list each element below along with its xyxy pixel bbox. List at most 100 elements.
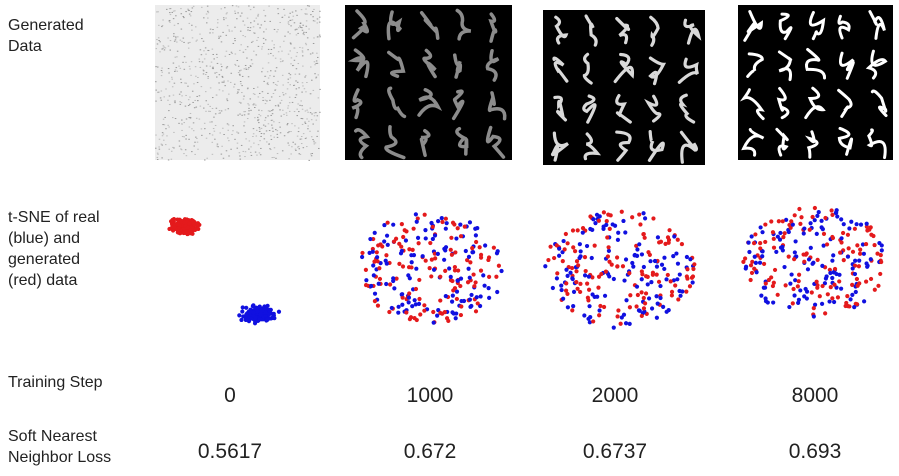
noise-speck xyxy=(306,44,308,45)
tsne-point xyxy=(496,249,500,253)
noise-speck xyxy=(244,156,246,157)
noise-speck xyxy=(302,109,304,110)
noise-speck xyxy=(232,5,234,6)
tsne-point xyxy=(431,237,435,241)
noise-speck xyxy=(209,32,211,33)
noise-speck xyxy=(228,29,230,30)
noise-speck xyxy=(220,64,222,65)
noise-speck xyxy=(295,74,297,75)
noise-speck xyxy=(279,109,281,110)
tsne-point xyxy=(747,250,751,254)
noise-speck xyxy=(298,27,300,28)
noise-speck xyxy=(212,67,214,68)
tsne-point xyxy=(410,260,414,264)
noise-speck xyxy=(221,110,223,111)
noise-speck xyxy=(312,124,314,125)
tsne-point xyxy=(397,262,401,266)
noise-speck xyxy=(199,59,201,60)
noise-speck xyxy=(245,49,247,50)
tsne-point xyxy=(816,258,820,262)
tsne-point xyxy=(642,296,646,300)
noise-speck xyxy=(303,33,305,34)
noise-speck xyxy=(277,130,279,131)
tsne-point xyxy=(832,300,836,304)
tsne-point xyxy=(408,317,412,321)
noise-speck xyxy=(192,37,194,38)
tsne-point xyxy=(659,240,663,244)
tsne-point xyxy=(806,267,810,271)
noise-speck xyxy=(161,144,163,145)
tsne-point xyxy=(431,310,435,314)
tsne-point xyxy=(830,276,834,280)
noise-speck xyxy=(290,153,292,154)
tsne-point xyxy=(244,306,248,310)
tsne-point xyxy=(583,255,587,259)
noise-speck xyxy=(271,49,273,50)
noise-speck xyxy=(284,15,286,16)
tsne-point xyxy=(822,232,826,236)
noise-speck xyxy=(283,94,285,95)
noise-speck xyxy=(227,80,229,81)
noise-speck xyxy=(237,60,239,61)
noise-speck xyxy=(254,103,256,104)
tsne-point xyxy=(615,264,619,268)
noise-speck xyxy=(270,115,272,116)
tsne-point xyxy=(858,252,862,256)
tsne-point xyxy=(492,246,496,250)
tsne-point xyxy=(172,225,176,229)
noise-speck xyxy=(319,36,321,37)
noise-speck xyxy=(167,100,169,101)
noise-speck xyxy=(269,111,271,112)
noise-speck xyxy=(287,124,289,125)
tsne-point xyxy=(471,272,475,276)
tsne-point xyxy=(746,241,750,245)
noise-speck xyxy=(276,31,278,32)
noise-speck xyxy=(181,41,183,42)
tsne-point xyxy=(401,235,405,239)
noise-speck xyxy=(210,29,212,30)
tsne-point xyxy=(431,225,435,229)
noise-speck xyxy=(237,89,239,90)
tsne-point xyxy=(239,318,243,322)
noise-speck xyxy=(185,135,187,136)
tsne-point xyxy=(674,251,678,255)
noise-speck xyxy=(315,142,317,143)
noise-speck xyxy=(225,18,227,19)
noise-speck xyxy=(291,123,293,124)
tsne-point xyxy=(762,262,766,266)
noise-speck xyxy=(212,97,214,98)
noise-speck xyxy=(265,39,267,40)
noise-speck xyxy=(217,22,219,23)
tsne-point xyxy=(825,274,829,278)
noise-speck xyxy=(201,7,203,8)
noise-speck xyxy=(163,140,165,141)
noise-speck xyxy=(235,65,237,66)
noise-speck xyxy=(258,96,260,97)
noise-speck xyxy=(224,7,226,8)
noise-speck xyxy=(290,25,292,26)
noise-speck xyxy=(268,78,270,79)
tsne-point xyxy=(661,305,665,309)
noise-speck xyxy=(226,99,228,100)
noise-speck xyxy=(275,84,277,85)
tsne-point xyxy=(587,304,591,308)
noise-speck xyxy=(265,117,267,118)
noise-speck xyxy=(257,24,259,25)
tsne-point xyxy=(468,276,472,280)
noise-speck xyxy=(189,66,191,67)
tsne-point xyxy=(869,277,873,281)
tsne-point xyxy=(829,285,833,289)
tsne-point xyxy=(390,306,394,310)
noise-speck xyxy=(259,93,261,94)
tsne-point xyxy=(459,277,463,281)
tsne-point xyxy=(590,292,594,296)
noise-speck xyxy=(193,122,195,123)
noise-speck xyxy=(231,31,233,32)
tsne-point xyxy=(482,284,486,288)
noise-speck xyxy=(206,72,208,73)
tsne-point xyxy=(432,321,436,325)
noise-speck xyxy=(287,108,289,109)
tsne-point xyxy=(436,219,440,223)
noise-speck xyxy=(155,90,157,91)
noise-speck xyxy=(197,142,199,143)
